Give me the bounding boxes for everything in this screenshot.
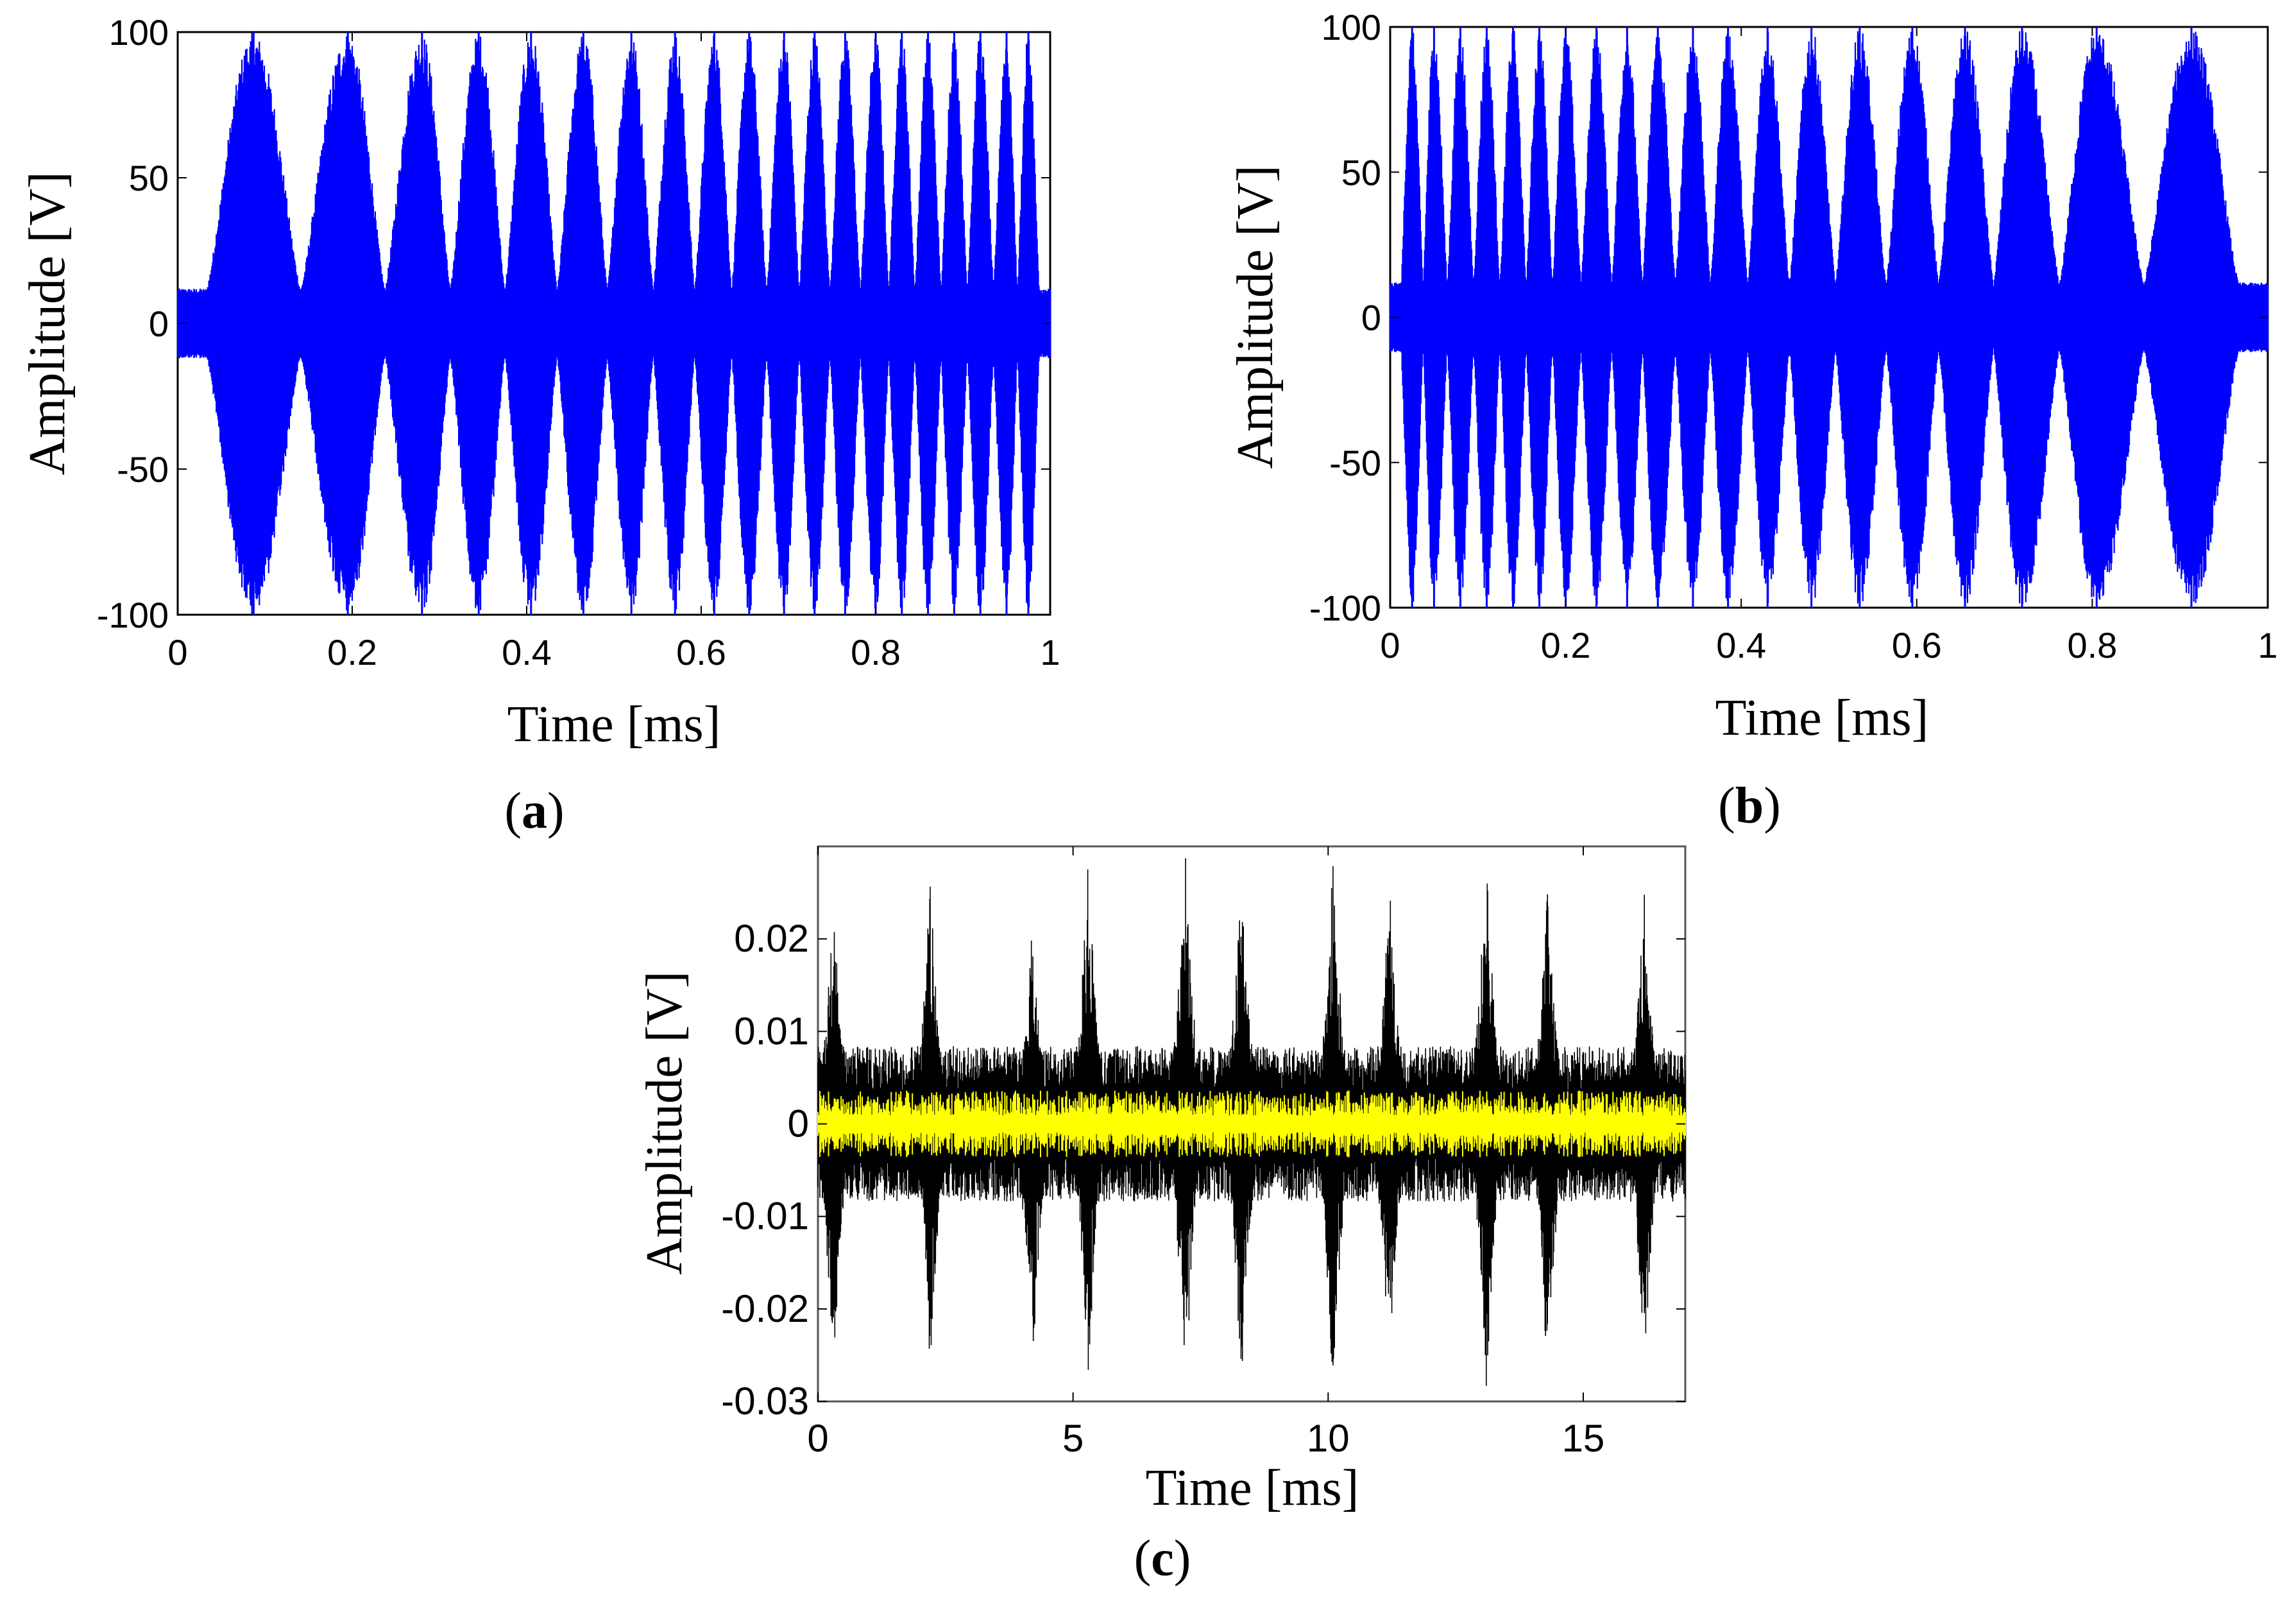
panel-b-chart: 0 0.2 0.4 0.6 0.8 1 100 50 0 -50 -100 Time [ms] Am… (1227, 7, 2278, 834)
panel-c-x-tick-label: 10 (1307, 1417, 1350, 1460)
panel-a-x-tick-label: 1 (1040, 632, 1060, 672)
panel-b-x-axis-title: Time [ms] (1715, 690, 1929, 746)
panel-b-y-axis-title: Amplitude [V] (1227, 165, 1284, 468)
panel-c-chart: 0 5 10 15 0.02 0.01 0 -0.01 -0.02 -0.03 Time [ms]… (636, 845, 1687, 1587)
panel-c-ticks: 0 5 10 15 0.02 0.01 0 -0.01 -0.02 -0.03 (721, 846, 1685, 1460)
panel-b-y-tick-label: 100 (1322, 7, 1381, 47)
panel-a-x-tick-label: 0.6 (676, 632, 726, 672)
panel-a-ticks: 0 0.2 0.4 0.6 0.8 1 100 50 0 -50 -100 (97, 12, 1060, 672)
panel-b-caption: (b) (1718, 778, 1781, 834)
panel-b-x-tick-label: 0 (1380, 625, 1400, 665)
panel-c-y-tick-label: -0.02 (721, 1287, 809, 1330)
panel-c-y-tick-label: 0.02 (734, 917, 809, 960)
panel-c-caption-letter: c (1151, 1530, 1174, 1587)
panel-a-y-tick-label: -100 (97, 595, 169, 635)
panel-b-x-tick-label: 0.6 (1892, 625, 1942, 665)
panel-a-x-tick-label: 0.4 (502, 632, 552, 672)
panel-b-y-tick-label: 0 (1361, 298, 1381, 338)
panel-c-x-tick-label: 15 (1562, 1417, 1605, 1460)
panel-b-y-tick-label: -50 (1329, 443, 1381, 483)
panel-a-series-chirp (176, 32, 1051, 615)
panel-b-caption-letter: b (1735, 778, 1764, 834)
panel-b-ticks: 0 0.2 0.4 0.6 0.8 1 100 50 0 -50 -100 (1309, 7, 2278, 665)
panel-a-caption: (a) (504, 783, 564, 839)
panel-c-x-tick-label: 0 (807, 1417, 828, 1460)
panel-a-y-tick-label: 0 (149, 304, 169, 344)
panel-a-caption-letter: a (522, 783, 547, 839)
panel-a-x-tick-label: 0.8 (851, 632, 901, 672)
panel-b-x-tick-label: 0.4 (1716, 625, 1766, 665)
panel-a-x-tick-label: 0 (167, 632, 187, 672)
panel-b-x-tick-label: 1 (2258, 625, 2277, 665)
panel-a-y-tick-label: 100 (109, 12, 169, 53)
panel-c-y-tick-label: -0.03 (721, 1380, 809, 1423)
panel-b-x-tick-label: 0.2 (1541, 625, 1591, 665)
panel-c-y-tick-label: -0.01 (721, 1195, 809, 1238)
panel-c-x-tick-label: 5 (1062, 1417, 1084, 1460)
panel-a-y-axis-title: Amplitude [V] (19, 171, 76, 475)
panel-b-series-chirp (1389, 27, 2269, 608)
panel-c-y-tick-label: 0 (788, 1102, 809, 1145)
panel-b-x-tick-label: 0.8 (2067, 625, 2117, 665)
panel-a-x-tick-label: 0.2 (327, 632, 377, 672)
panel-b-y-tick-label: -100 (1309, 588, 1381, 628)
panel-a-y-tick-label: -50 (117, 449, 169, 490)
panel-c-caption: (c) (1134, 1530, 1191, 1587)
panel-a-y-tick-label: 50 (129, 158, 169, 198)
panel-b-y-tick-label: 50 (1341, 152, 1381, 193)
panel-c-y-tick-label: 0.01 (734, 1009, 809, 1052)
panel-c-y-axis-title: Amplitude [V] (636, 971, 693, 1274)
panel-a-x-axis-title: Time [ms] (507, 696, 721, 753)
panel-c-x-axis-title: Time [ms] (1146, 1460, 1359, 1516)
panel-a-chart: 0 0.2 0.4 0.6 0.8 1 100 50 0 -50 -100 Time [ms] Am… (19, 12, 1060, 839)
